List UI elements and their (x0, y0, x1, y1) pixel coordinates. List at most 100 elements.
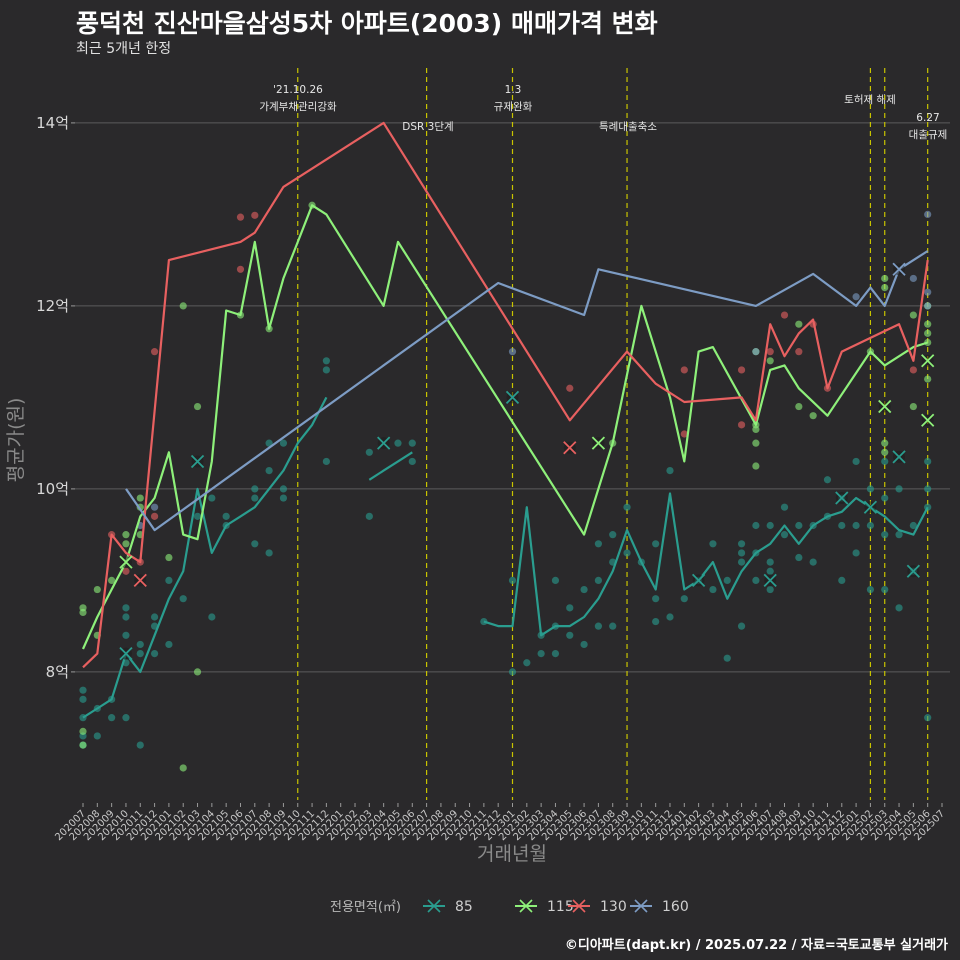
legend-item-160: 160 (630, 899, 689, 915)
y-tick-label: 10억 (36, 480, 69, 498)
point-85 (394, 439, 402, 447)
point-85 (122, 631, 130, 639)
point-85 (881, 457, 889, 466)
point-85 (924, 457, 932, 466)
point-85 (222, 512, 230, 520)
point-115 (108, 576, 116, 585)
point-85 (322, 457, 330, 466)
point-85 (723, 654, 731, 662)
point-115 (193, 668, 202, 676)
point-85 (766, 567, 774, 575)
cross-markers (119, 262, 935, 661)
event-annotation: '21.10.26 (273, 84, 323, 96)
event-annotation: 규제완화 (494, 100, 533, 113)
point-85 (136, 650, 144, 658)
point-160 (752, 348, 760, 356)
point-130 (780, 311, 789, 319)
point-85 (165, 640, 173, 649)
event-annotation: 대출규제 (909, 129, 948, 141)
point-85 (809, 558, 817, 566)
point-130 (236, 265, 245, 273)
point-85 (609, 622, 617, 630)
point-85 (652, 540, 660, 548)
point-115 (79, 604, 87, 612)
point-85 (136, 640, 144, 649)
point-85 (594, 576, 603, 585)
point-130 (122, 567, 130, 575)
y-tick-label: 8억 (46, 663, 69, 681)
x-axis-title: 거래년월 (477, 843, 547, 865)
point-85 (580, 640, 588, 649)
point-115 (165, 553, 173, 562)
point-85 (594, 540, 603, 548)
legend: 전용면적(㎡) 85 115 130 160 (330, 899, 689, 915)
point-115 (909, 402, 917, 411)
point-85 (508, 668, 517, 676)
point-85 (881, 494, 889, 502)
event-annotation: 토허제 해제 (844, 93, 896, 106)
point-85 (480, 617, 488, 626)
point-85 (852, 549, 860, 557)
point-85 (652, 617, 660, 626)
point-160 (150, 503, 159, 511)
series-line-85 (368, 451, 413, 481)
point-85 (737, 558, 746, 566)
cross-marker-85 (119, 646, 133, 661)
legend-item-85: 85 (423, 899, 473, 915)
point-85 (881, 585, 889, 594)
point-115 (179, 302, 187, 310)
cross-marker-85 (763, 573, 777, 588)
point-85 (566, 631, 574, 639)
point-130 (737, 366, 746, 374)
event-annotation: 특례대출축소 (599, 121, 657, 133)
point-85 (79, 686, 87, 694)
point-85 (780, 531, 789, 539)
point-85 (408, 439, 416, 447)
point-160 (924, 288, 932, 296)
legend-label: 160 (662, 899, 689, 915)
cross-marker-85 (190, 454, 205, 469)
point-115 (881, 439, 889, 447)
point-85 (265, 439, 273, 447)
point-85 (838, 576, 846, 585)
point-85 (881, 531, 889, 539)
cross-marker-130 (133, 573, 147, 588)
point-85 (666, 613, 674, 621)
point-85 (780, 503, 789, 511)
legend-label: 85 (455, 899, 473, 915)
point-85 (752, 521, 760, 530)
cross-marker-115 (591, 436, 606, 450)
point-85 (852, 457, 860, 466)
point-85 (723, 576, 731, 585)
point-85 (108, 714, 116, 722)
event-annotation: 1.3 (505, 84, 522, 96)
scatter-points (79, 201, 932, 772)
point-130 (737, 421, 746, 429)
point-130 (150, 348, 159, 356)
point-85 (122, 604, 130, 612)
point-85 (623, 503, 631, 511)
point-85 (924, 485, 932, 493)
series-lines (81, 121, 929, 719)
cross-marker-85 (377, 436, 391, 450)
point-85 (279, 494, 288, 502)
legend-item-115: 115 (515, 899, 574, 915)
point-85 (766, 521, 774, 530)
point-85 (365, 512, 373, 520)
y-tick-label: 12억 (36, 297, 69, 315)
point-115 (193, 402, 202, 411)
point-85 (551, 650, 560, 658)
point-115 (809, 412, 817, 420)
point-85 (551, 576, 560, 585)
point-85 (866, 521, 875, 530)
event-annotation: 가계부채관리강화 (259, 101, 337, 113)
point-85 (652, 595, 660, 603)
point-85 (737, 540, 746, 548)
chart-title: 풍덕천 진산마을삼성5차 아파트(2003) 매매가격 변화 (76, 9, 658, 38)
point-85 (150, 650, 159, 658)
point-85 (737, 549, 746, 557)
series-line-115 (81, 204, 929, 650)
y-axis-title: 평균가(원) (5, 398, 27, 483)
point-115 (881, 284, 889, 292)
